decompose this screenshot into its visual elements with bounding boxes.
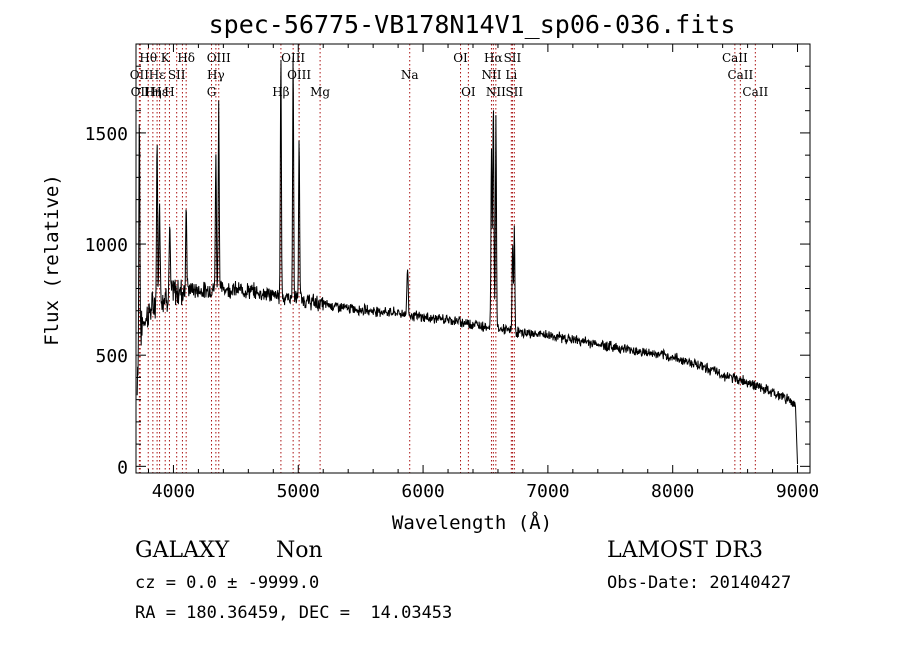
x-axis-ticks: 4000 5000 6000 7000 8000 9000: [147, 44, 819, 502]
object-class: GALAXY: [135, 538, 230, 563]
survey-name: LAMOST DR3: [607, 538, 763, 563]
line-marker-label: OI: [461, 85, 476, 99]
line-markers: [138, 44, 756, 473]
line-marker-label: Hη: [144, 85, 162, 99]
x-tick-label: 7000: [526, 481, 569, 502]
line-marker-label: OIII: [287, 68, 311, 82]
x-tick-label: 9000: [776, 481, 819, 502]
x-tick-label: 5000: [277, 481, 320, 502]
line-marker-label: Hθ: [139, 51, 157, 65]
line-marker-label: NII: [481, 68, 501, 82]
x-tick-label: 6000: [401, 481, 444, 502]
line-marker-label: G: [207, 85, 217, 99]
plot-frame: [135, 43, 811, 474]
line-marker-labels: OIIOIIHθHηHεHεKHSIIHδGHγOIIIHβOIIIOIIIMg…: [130, 51, 769, 99]
coordinates: RA = 180.36459, DEC = 14.03453: [135, 603, 453, 623]
y-tick-label: 0: [117, 457, 128, 478]
line-marker-label: Hε: [151, 85, 168, 99]
line-marker-label: SII: [504, 51, 522, 65]
line-marker-label: CaII: [742, 85, 768, 99]
line-marker-label: CaII: [722, 51, 748, 65]
line-marker-label: Na: [401, 68, 419, 82]
line-marker-label: CaII: [727, 68, 753, 82]
line-marker-label: OII: [131, 85, 151, 99]
spectrum-series-line: [136, 57, 798, 465]
observation-date: Obs-Date: 20140427: [607, 573, 792, 593]
y-axis-label: Flux (relative): [41, 174, 63, 346]
line-marker-label: SII: [505, 85, 523, 99]
line-marker-label: OI: [453, 51, 468, 65]
redshift-value: cz = 0.0 ± -9999.0: [135, 573, 320, 593]
x-axis-label: Wavelength (Å): [392, 511, 552, 534]
object-subclass: Non: [276, 538, 323, 563]
line-marker-label: H: [164, 85, 174, 99]
line-marker-label: Mg: [310, 85, 330, 99]
line-marker-label: Hγ: [207, 68, 225, 82]
line-marker-label: SII: [168, 68, 186, 82]
y-tick-label: 1500: [85, 124, 128, 145]
chart-title: spec-56775-VB178N14V1_sp06-036.fits: [209, 10, 736, 39]
line-marker-label: Li: [505, 68, 517, 82]
line-marker-label: NII: [486, 85, 506, 99]
line-marker-label: OII: [130, 68, 150, 82]
x-tick-label: 4000: [152, 481, 195, 502]
line-marker-label: Hε: [149, 68, 166, 82]
y-axis-ticks: 0 500 1000 1500: [85, 65, 810, 478]
x-tick-label: 8000: [651, 481, 694, 502]
line-marker-label: OIII: [207, 51, 231, 65]
line-marker-label: Hδ: [177, 51, 195, 65]
y-tick-label: 500: [95, 346, 128, 367]
line-marker-label: Hα: [484, 51, 503, 65]
y-tick-label: 1000: [85, 235, 128, 256]
line-marker-label: K: [161, 51, 171, 65]
